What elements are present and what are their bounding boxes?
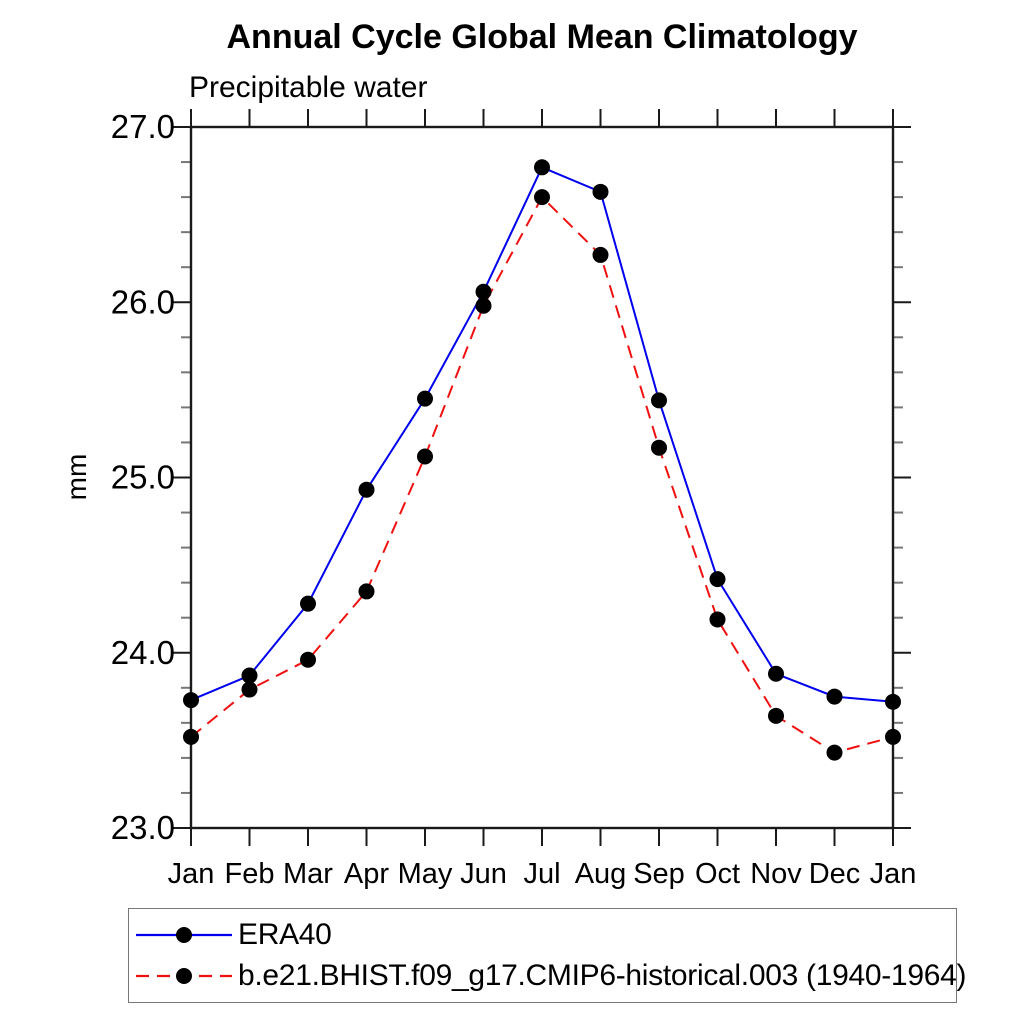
- svg-text:Jan: Jan: [870, 858, 917, 890]
- svg-text:Jul: Jul: [523, 858, 560, 890]
- legend-box: ERA40 b.e21.BHIST.f09_g17.CMIP6-historic…: [128, 908, 966, 1003]
- svg-text:Apr: Apr: [344, 858, 389, 890]
- svg-text:Sep: Sep: [633, 858, 685, 890]
- svg-text:Jun: Jun: [460, 858, 507, 890]
- legend-label-model: b.e21.BHIST.f09_g17.CMIP6-historical.003…: [238, 959, 967, 992]
- svg-text:Dec: Dec: [809, 858, 861, 890]
- legend-row-model: b.e21.BHIST.f09_g17.CMIP6-historical.003…: [134, 956, 966, 997]
- svg-text:24.0: 24.0: [111, 634, 175, 671]
- legend-line-sample-model: [136, 968, 232, 984]
- svg-text:Feb: Feb: [225, 858, 275, 890]
- svg-text:23.0: 23.0: [111, 809, 175, 846]
- legend-row-era40: ERA40: [134, 915, 956, 956]
- svg-text:Mar: Mar: [283, 858, 333, 890]
- svg-text:May: May: [398, 858, 453, 890]
- chart-title: Annual Cycle Global Mean Climatology: [226, 18, 858, 56]
- svg-text:Nov: Nov: [750, 858, 802, 890]
- chart-subtitle: Precipitable water: [189, 71, 428, 104]
- svg-text:Oct: Oct: [695, 858, 740, 890]
- legend-label-era40: ERA40: [238, 918, 332, 951]
- svg-text:Jan: Jan: [168, 858, 215, 890]
- svg-text:Aug: Aug: [575, 858, 627, 890]
- svg-text:27.0: 27.0: [111, 108, 175, 145]
- svg-text:25.0: 25.0: [111, 459, 175, 496]
- legend-line-sample-era40: [136, 927, 232, 943]
- svg-text:26.0: 26.0: [111, 283, 175, 320]
